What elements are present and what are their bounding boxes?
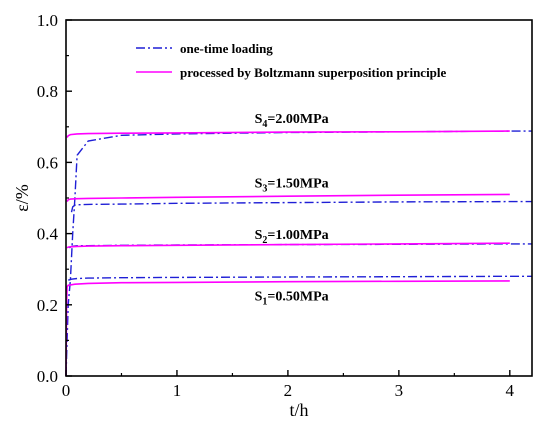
axis-tick-labels: 0 1 2 3 4 0.0 0.2 0.4 0.6 0.8 1.0 xyxy=(37,11,515,400)
x-tick-label: 2 xyxy=(284,381,293,400)
series-line-5 xyxy=(70,200,532,213)
y-tick-label: 1.0 xyxy=(37,11,58,30)
x-tick-label: 1 xyxy=(173,381,182,400)
legend-label-boltzmann: processed by Boltzmann superposition pri… xyxy=(180,65,447,80)
x-tick-label: 4 xyxy=(506,381,515,400)
y-axis-title: ε/% xyxy=(12,184,32,212)
series-line-4 xyxy=(66,242,510,249)
stress-annotation-2: S2=1.00MPa xyxy=(255,228,329,246)
legend-label-one-time-loading: one-time loading xyxy=(180,41,273,56)
y-tick-label: 0.8 xyxy=(37,82,58,101)
plot-lines xyxy=(65,130,532,377)
y-tick-label: 0.6 xyxy=(37,153,58,172)
series-line-2 xyxy=(68,275,532,281)
series-line-0 xyxy=(65,130,532,377)
y-tick-label: 0.0 xyxy=(37,367,58,386)
axis-ticks xyxy=(65,19,511,377)
x-tick-label: 0 xyxy=(62,381,71,400)
series-line-7 xyxy=(66,130,510,138)
stress-level-annotations: S4=2.00MPa S3=1.50MPa S2=1.00MPa S1=0.50MPa xyxy=(255,112,329,307)
y-tick-label: 0.4 xyxy=(37,225,59,244)
x-tick-label: 3 xyxy=(395,381,404,400)
stress-annotation-1: S3=1.50MPa xyxy=(255,176,329,194)
stress-annotation-0: S4=2.00MPa xyxy=(255,112,329,130)
y-tick-label: 0.2 xyxy=(37,296,58,315)
stress-annotation-3: S1=0.50MPa xyxy=(255,290,329,308)
x-axis-title: t/h xyxy=(289,400,308,420)
series-line-1 xyxy=(65,280,510,377)
series-line-6 xyxy=(66,193,510,203)
legend: one-time loading processed by Boltzmann … xyxy=(136,41,447,80)
